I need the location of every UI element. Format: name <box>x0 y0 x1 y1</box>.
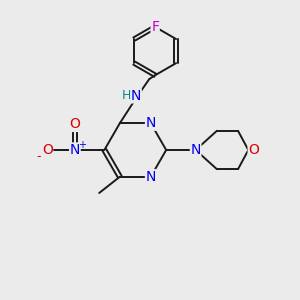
Text: F: F <box>151 20 159 34</box>
Text: +: + <box>78 140 86 150</box>
Text: N: N <box>190 143 201 157</box>
Text: N: N <box>146 170 156 184</box>
Text: N: N <box>70 143 80 157</box>
Text: H: H <box>122 89 131 102</box>
Text: -: - <box>36 150 41 163</box>
Text: N: N <box>146 116 156 130</box>
Text: O: O <box>248 143 259 157</box>
Text: N: N <box>131 89 141 103</box>
Text: O: O <box>70 117 80 131</box>
Text: O: O <box>42 143 53 157</box>
